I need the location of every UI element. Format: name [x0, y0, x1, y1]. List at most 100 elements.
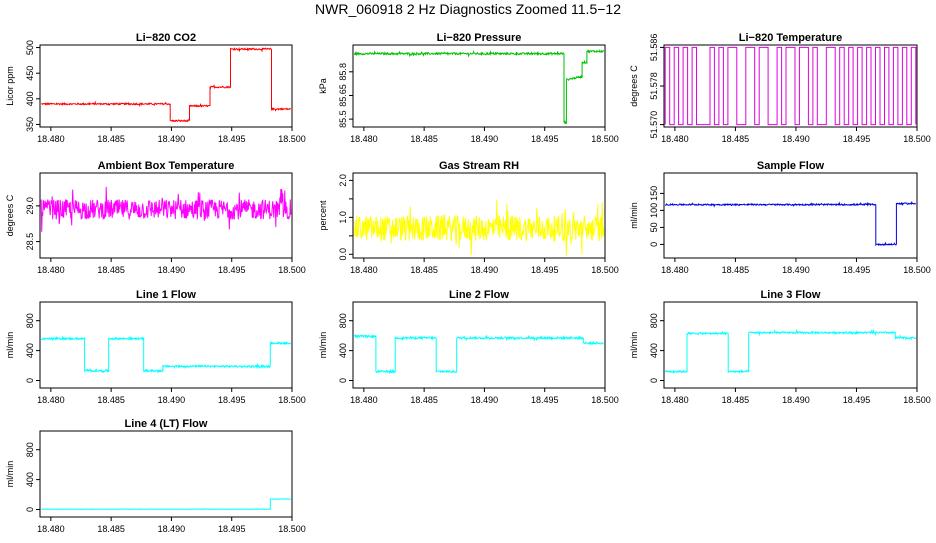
y-tick-label: 400	[649, 343, 659, 358]
y-axis-label: percent	[318, 200, 328, 231]
x-tick-label: 18.480	[661, 265, 689, 275]
panel-title: Gas Stream RH	[439, 160, 519, 172]
y-tick-label: 50	[649, 222, 659, 232]
y-axis-label: ml/min	[629, 332, 639, 359]
x-tick-label: 18.495	[218, 134, 246, 144]
x-tick-label: 18.485	[722, 134, 750, 144]
x-tick-label: 18.495	[218, 395, 246, 405]
plot-frame	[663, 301, 918, 389]
panel-title: Line 1 Flow	[136, 289, 196, 301]
x-tick-label: 18.500	[278, 265, 306, 275]
plot-frame	[39, 301, 293, 389]
x-tick-label: 18.495	[843, 265, 871, 275]
plot-frame	[663, 44, 918, 128]
x-tick-label: 18.480	[661, 395, 689, 405]
y-tick-label: 0	[25, 507, 35, 512]
series-line	[664, 46, 917, 126]
series-line	[41, 46, 292, 123]
panel-p8: Line 2 Flow 18.480 18.485 18.490 18.495 18.50…	[318, 289, 619, 405]
series-line	[664, 200, 917, 246]
plot-frame	[352, 301, 606, 389]
y-tick-label: 28.5	[25, 233, 35, 251]
x-tick-label: 18.490	[471, 395, 499, 405]
panel-title: Li−820 Pressure	[437, 32, 522, 44]
y-tick-label: 0	[649, 378, 659, 383]
y-tick-label: 800	[649, 313, 659, 328]
y-axis-label: ml/min	[5, 332, 15, 359]
x-tick-label: 18.485	[410, 395, 438, 405]
x-tick-label: 18.500	[903, 265, 931, 275]
panel-p9: Line 3 Flow 18.480 18.485 18.490 18.495 18.50…	[629, 289, 931, 405]
panel-p1: Li−820 CO2 18.480 18.485 18.490 18.495 18.500…	[5, 32, 306, 144]
x-tick-label: 18.500	[278, 395, 306, 405]
x-tick-label: 18.490	[471, 134, 499, 144]
x-tick-label: 18.500	[591, 134, 619, 144]
y-tick-label: 29.0	[25, 197, 35, 215]
series-line	[353, 49, 604, 125]
y-axis-label: ml/min	[5, 461, 15, 488]
x-tick-label: 18.500	[278, 524, 306, 534]
panel-title: Li−820 CO2	[136, 32, 196, 44]
series-line	[353, 199, 605, 256]
y-tick-label: 51.578	[649, 72, 659, 100]
y-tick-label: 0	[25, 378, 35, 383]
x-tick-label: 18.500	[278, 134, 306, 144]
y-axis-label: Licor ppm	[5, 66, 15, 106]
x-tick-label: 18.490	[471, 265, 499, 275]
y-tick-label: 350	[25, 117, 35, 132]
y-tick-label: 0.0	[338, 248, 348, 261]
x-tick-label: 18.485	[410, 134, 438, 144]
x-tick-label: 18.490	[158, 395, 186, 405]
x-tick-label: 18.480	[350, 395, 378, 405]
x-tick-label: 18.485	[410, 265, 438, 275]
panel-p3: Li−820 Temperature 18.480 18.485 18.490 18.4…	[629, 32, 931, 144]
plot-frame	[352, 172, 606, 259]
y-axis-label: ml/min	[318, 332, 328, 359]
plot-frame	[352, 44, 606, 128]
y-axis-label: degrees C	[5, 194, 15, 236]
x-tick-label: 18.485	[97, 134, 125, 144]
panel-p10: Line 4 (LT) Flow 18.480 18.485 18.490 18.495…	[5, 418, 306, 534]
y-tick-label: 800	[25, 442, 35, 457]
y-tick-label: 800	[25, 313, 35, 328]
x-tick-label: 18.490	[158, 524, 186, 534]
x-tick-label: 18.500	[903, 395, 931, 405]
panel-title: Line 2 Flow	[449, 289, 509, 301]
y-axis-label: kPa	[318, 78, 328, 94]
panel-p5: Gas Stream RH 18.480 18.485 18.490 18.495 18.…	[318, 160, 619, 275]
y-tick-label: 51.570	[649, 111, 659, 139]
x-tick-label: 18.485	[97, 265, 125, 275]
y-tick-label: 85.65	[338, 84, 348, 107]
x-tick-label: 18.495	[531, 265, 559, 275]
series-line	[665, 328, 917, 374]
panel-title: Ambient Box Temperature	[98, 160, 235, 172]
x-tick-label: 18.490	[158, 134, 186, 144]
y-tick-label: 400	[25, 472, 35, 487]
x-tick-label: 18.485	[722, 265, 750, 275]
y-tick-label: 0	[338, 378, 348, 383]
x-tick-label: 18.500	[591, 395, 619, 405]
y-tick-label: 400	[25, 91, 35, 106]
panel-p2: Li−820 Pressure 18.480 18.485 18.490 18.495 1…	[318, 32, 619, 144]
y-tick-label: 0	[649, 242, 659, 247]
x-tick-label: 18.490	[782, 134, 810, 144]
x-tick-label: 18.480	[37, 395, 65, 405]
panel-p7: Line 1 Flow 18.480 18.485 18.490 18.495 18.50…	[5, 289, 306, 405]
x-tick-label: 18.485	[97, 395, 125, 405]
y-tick-label: 400	[338, 343, 348, 358]
x-tick-label: 18.485	[97, 524, 125, 534]
y-axis-label: ml/min	[629, 202, 639, 229]
series-line	[40, 186, 292, 232]
series-line	[41, 335, 291, 374]
y-tick-label: 100	[649, 203, 659, 218]
panel-title: Li−820 Temperature	[739, 32, 842, 44]
y-tick-label: 2.0	[338, 174, 348, 187]
y-tick-label: 400	[25, 343, 35, 358]
x-tick-label: 18.500	[903, 134, 931, 144]
plot-frame	[39, 430, 293, 518]
x-tick-label: 18.495	[531, 395, 559, 405]
y-tick-label: 450	[25, 66, 35, 81]
x-tick-label: 18.480	[350, 134, 378, 144]
panel-p4: Ambient Box Temperature 18.480 18.485 18.49…	[5, 160, 306, 275]
x-tick-label: 18.480	[37, 524, 65, 534]
